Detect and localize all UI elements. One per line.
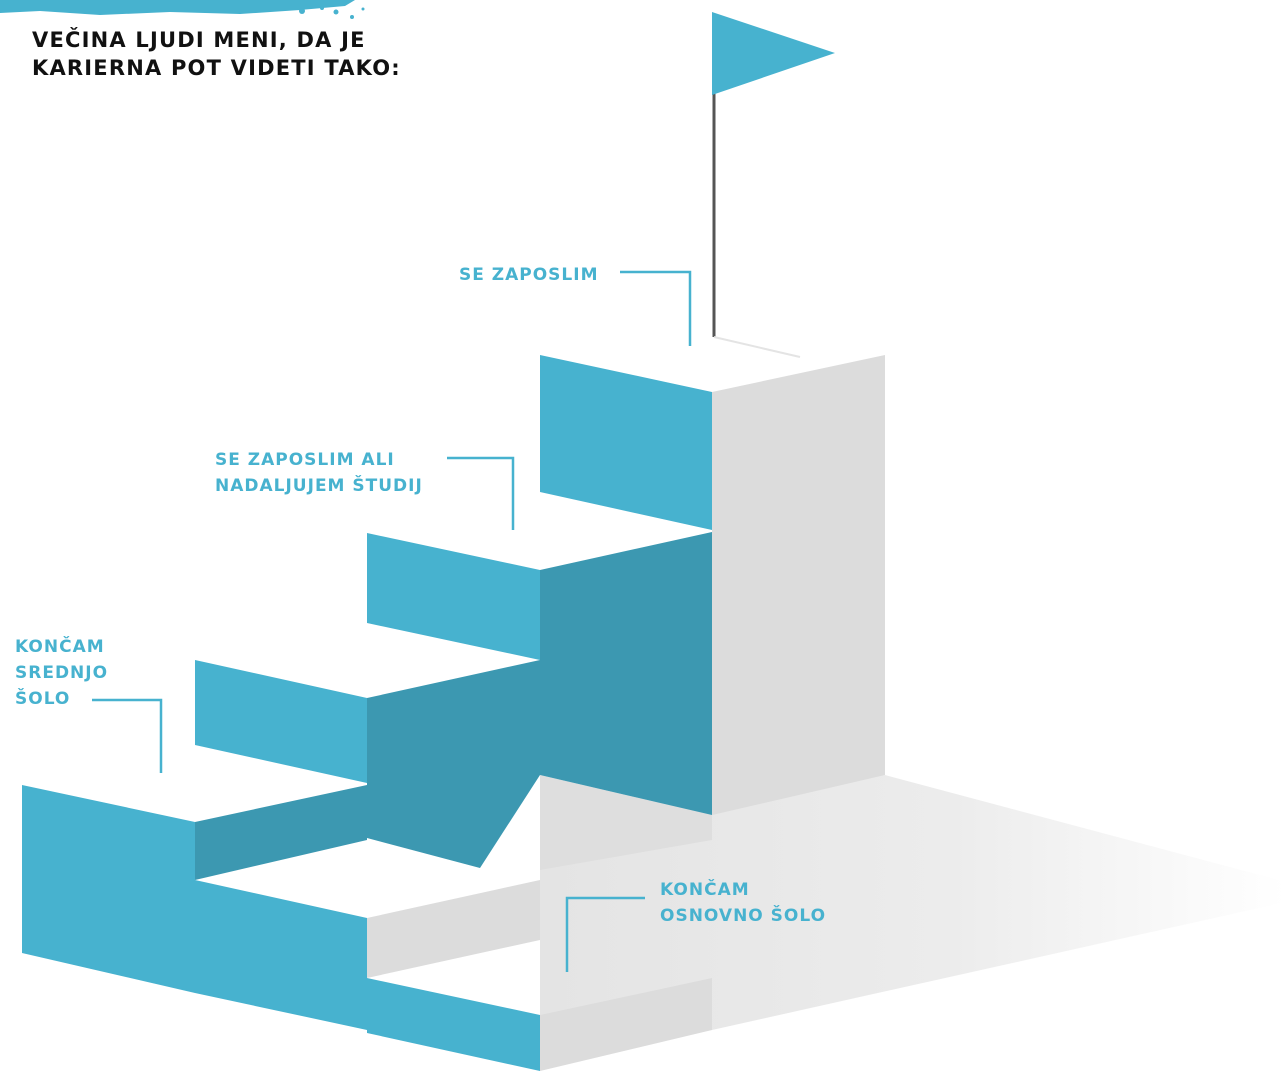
label-line: Se zaposlim ali [215,450,395,470]
step-4-front-face [540,355,712,530]
label-line: nadaljujem študij [215,476,423,496]
paint-splash [0,0,365,19]
back-wall [540,775,712,870]
label-line: Se zaposlim [459,265,599,285]
callout-line-zaposlitev [620,270,692,346]
callout-line-osnovna [565,896,645,972]
label-srednja: Končam srednjo šolo [15,634,108,712]
callout-line-srednja [92,698,163,773]
label-line: Končam [15,637,105,657]
flag-icon [712,12,835,358]
label-line: osnovno šolo [660,906,827,926]
label-zaposlitev: Se zaposlim [459,262,599,288]
step-1-front-face [22,785,195,993]
lower-step-upper-side [367,880,540,978]
label-studij: Se zaposlim ali nadaljujem študij [215,447,423,499]
step-3-right-face [540,532,712,815]
step-1-inner-face [195,785,367,880]
heading-line-2: karierna pot videti tako: [32,56,401,80]
heading-line-1: Večina ljudi meni, da je [32,28,366,52]
lower-step-bottom-side [540,978,712,1071]
step-3-front-face [367,533,540,660]
step-4-right-face [712,355,885,815]
label-line: šolo [15,689,71,709]
lower-step-upper-front [195,880,367,1030]
callout-line-studij [447,456,515,530]
step-2-right-face [367,660,540,868]
step-2-front-face [195,660,367,783]
label-osnovna: Končam osnovno šolo [660,877,826,929]
label-line: Končam [660,880,750,900]
label-line: srednjo [15,663,109,683]
page-heading: Večina ljudi meni, da je karierna pot vi… [32,26,401,82]
lower-step-bottom-front [367,978,540,1071]
floor-shadow [540,775,1286,1060]
